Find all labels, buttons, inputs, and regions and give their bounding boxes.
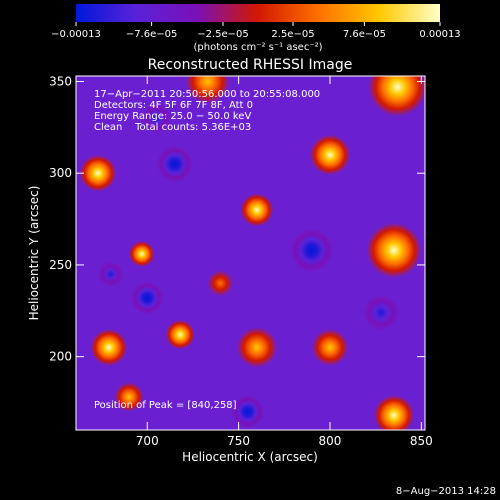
y-tick-label: 200 bbox=[49, 350, 72, 364]
source-blob bbox=[309, 134, 351, 175]
clean-counts-annotation: Clean Total counts: 5.36E+03 bbox=[94, 122, 251, 133]
source-blob bbox=[90, 329, 128, 366]
detectors-annotation: Detectors: 4F 5F 6F 7F 8F, Att 0 bbox=[94, 100, 253, 111]
source-blob bbox=[236, 327, 277, 368]
source-layer bbox=[79, 76, 425, 430]
source-blob bbox=[373, 395, 415, 430]
source-blob bbox=[97, 261, 124, 287]
source-blob bbox=[240, 193, 274, 227]
source-blob bbox=[128, 241, 155, 267]
colorbar-tick-label: 7.6e−05 bbox=[343, 29, 386, 40]
colorbar-tick-label: −0.00013 bbox=[51, 29, 101, 40]
y-tick-label: 250 bbox=[49, 258, 72, 272]
peak-position-annotation: Position of Peak = [840,258] bbox=[94, 400, 237, 411]
colorbar-tick-label: 0.00013 bbox=[419, 29, 460, 40]
colorbar-tick-label: −2.5e−05 bbox=[197, 29, 249, 40]
source-blob bbox=[311, 329, 349, 366]
chart-title: Reconstructed RHESSI Image bbox=[148, 57, 353, 73]
source-blob bbox=[165, 320, 195, 350]
source-blob bbox=[231, 395, 265, 429]
time-range-annotation: 17−Apr−2011 20:50:56.000 to 20:55:08.000 bbox=[94, 89, 320, 100]
x-tick-label: 750 bbox=[227, 434, 250, 448]
source-blob bbox=[114, 382, 144, 412]
source-blob bbox=[156, 145, 193, 183]
source-blob bbox=[79, 154, 117, 192]
colorbar-tick-label: 2.5e−05 bbox=[271, 29, 314, 40]
source-blob bbox=[366, 222, 422, 278]
y-tick-label: 350 bbox=[49, 75, 72, 89]
source-blob bbox=[141, 103, 172, 133]
x-tick-label: 800 bbox=[319, 434, 342, 448]
source-blob bbox=[130, 281, 164, 315]
colorbar-tick-label: −7.6e−05 bbox=[126, 29, 178, 40]
source-blob bbox=[185, 76, 230, 104]
colorbar bbox=[76, 4, 440, 22]
source-blob bbox=[207, 270, 234, 297]
plot-frame bbox=[75, 75, 426, 431]
source-blob bbox=[289, 228, 334, 273]
source-blob bbox=[368, 76, 425, 117]
energy-range-annotation: Energy Range: 25.0 − 50.0 keV bbox=[94, 111, 251, 122]
colorbar-ticks: −0.00013 −7.6e−05 −2.5e−05 2.5e−05 7.6e−05 0.… bbox=[51, 22, 461, 40]
x-tick-label: 700 bbox=[136, 434, 159, 448]
x-axis-ticks: 700 750 800 850 bbox=[136, 76, 433, 448]
y-axis-ticks: 200 250 300 350 bbox=[49, 75, 425, 364]
y-axis-label: Heliocentric Y (arcsec) bbox=[27, 186, 41, 321]
colorbar-unit-label: (photons cm⁻² s⁻¹ asec⁻²) bbox=[193, 42, 322, 53]
y-tick-label: 300 bbox=[49, 166, 72, 180]
footer-date: 8−Aug−2013 14:28 bbox=[396, 486, 496, 497]
source-blob bbox=[362, 294, 400, 331]
x-tick-label: 850 bbox=[410, 434, 433, 448]
x-axis-label: Heliocentric X (arcsec) bbox=[182, 450, 318, 464]
